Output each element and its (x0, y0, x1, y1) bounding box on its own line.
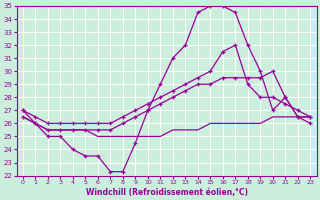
X-axis label: Windchill (Refroidissement éolien,°C): Windchill (Refroidissement éolien,°C) (85, 188, 248, 197)
